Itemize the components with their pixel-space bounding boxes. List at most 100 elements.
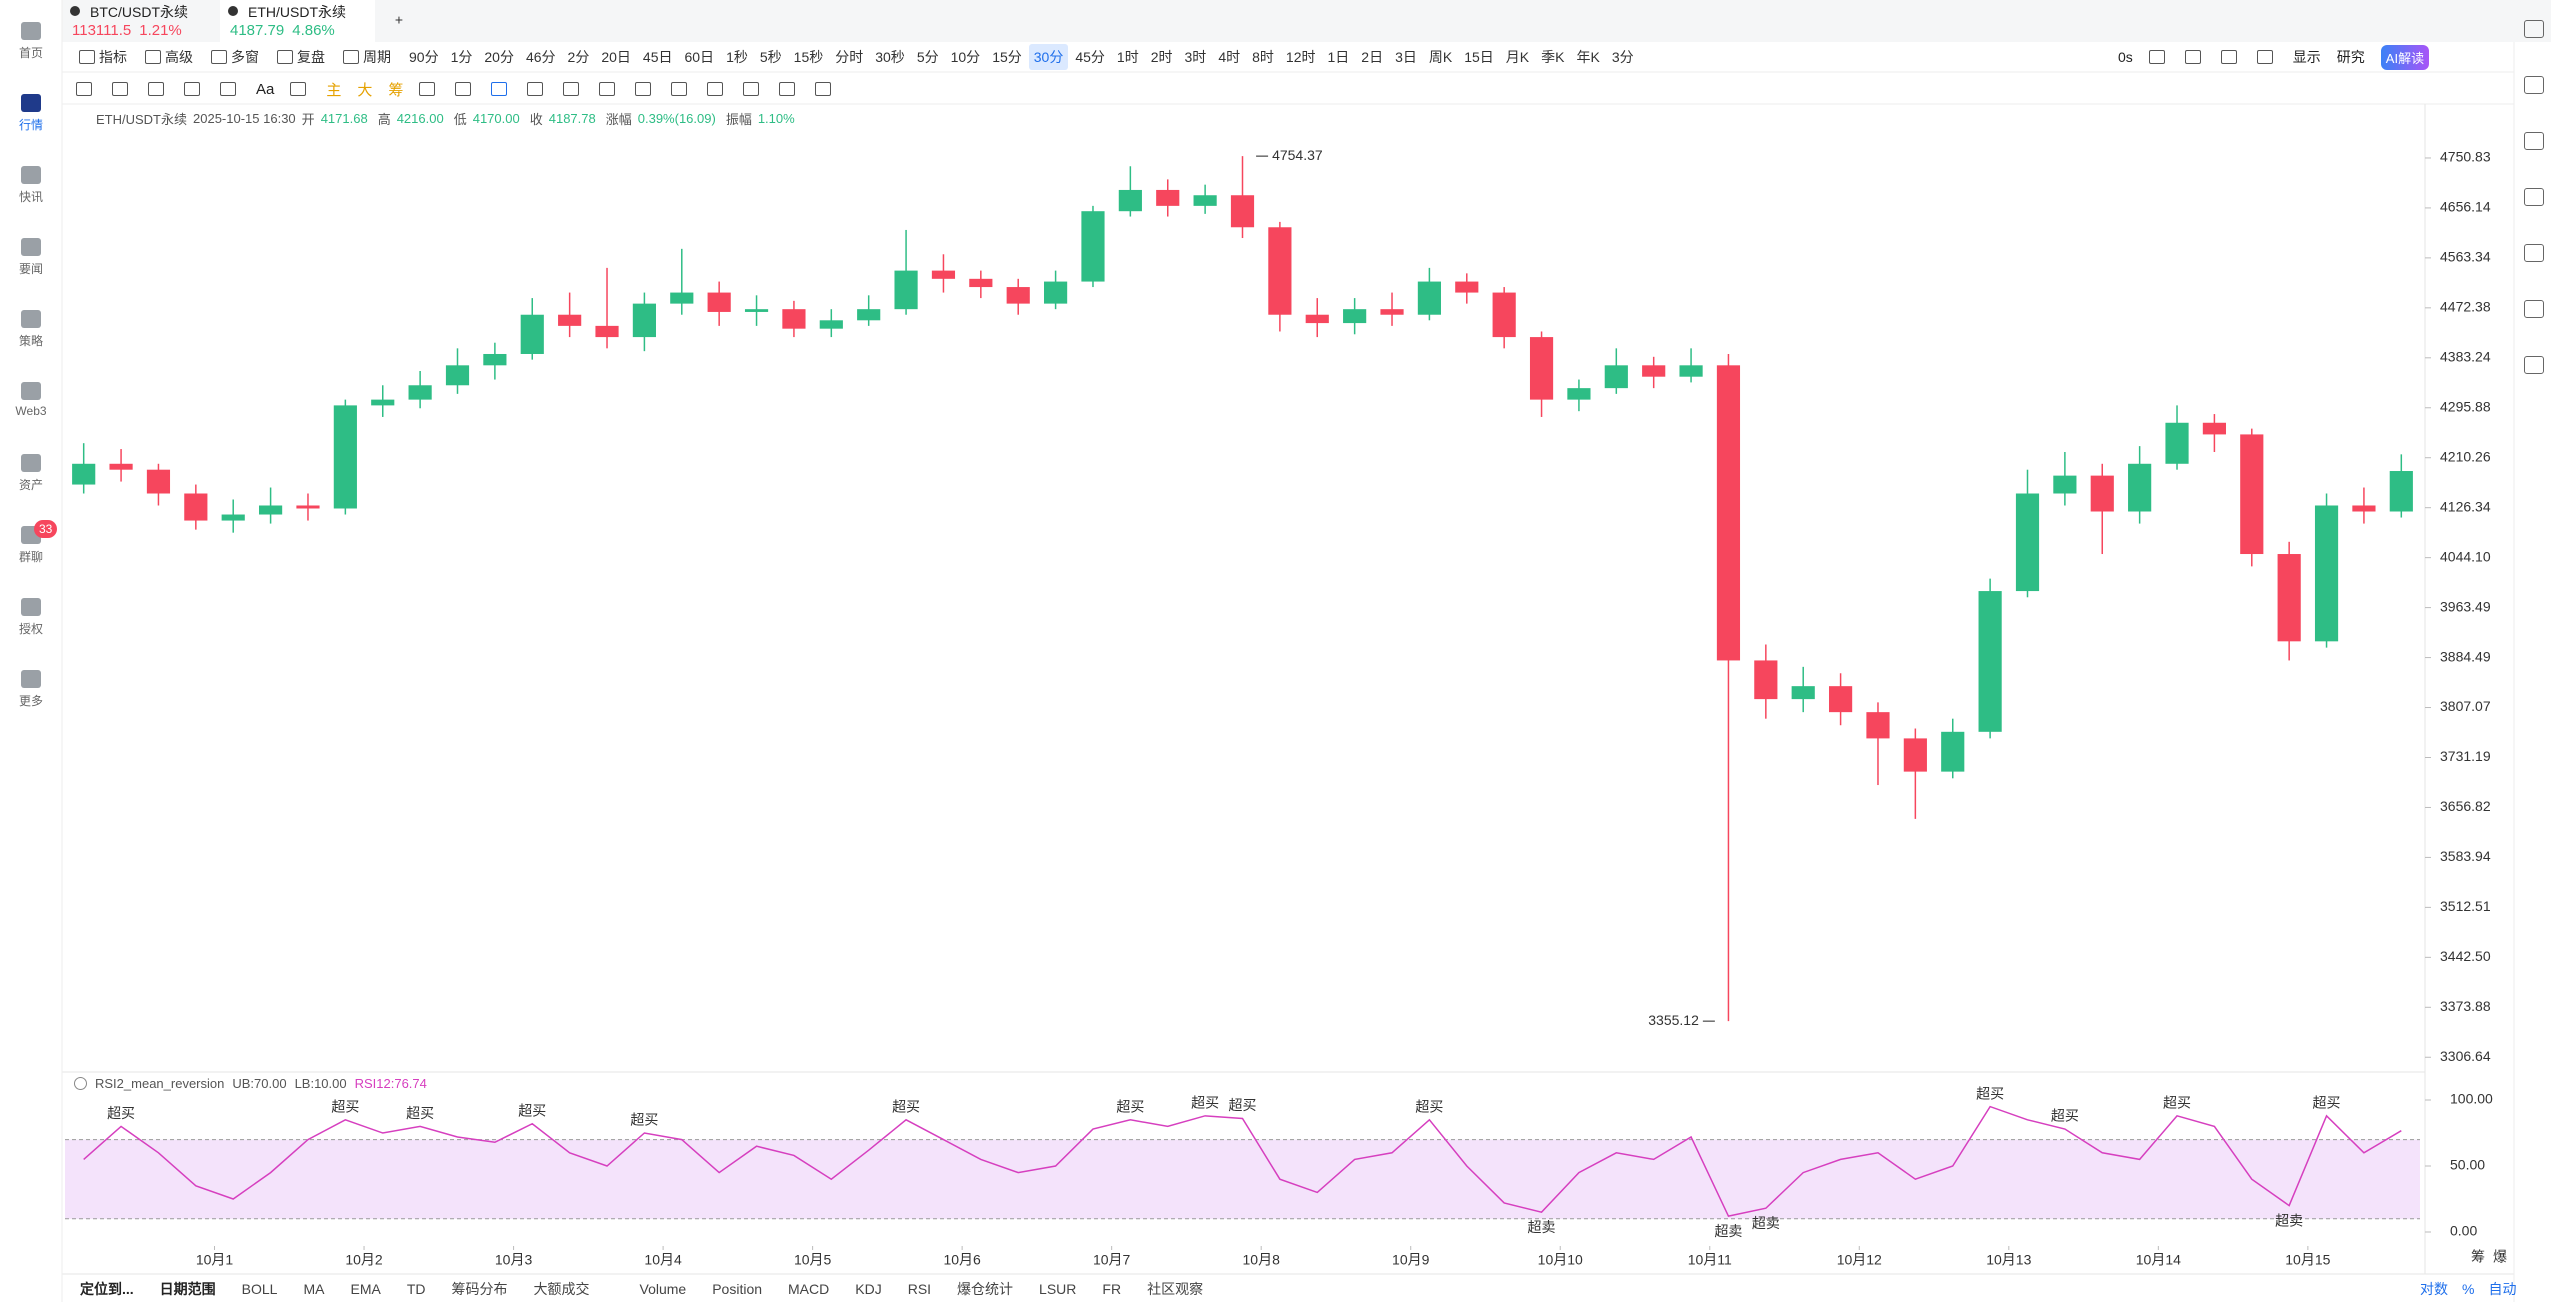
period-button[interactable]: 5分 (916, 49, 939, 65)
right-rail-icon[interactable] (2524, 20, 2544, 38)
toolbar-right-item[interactable]: 显示 (2292, 49, 2321, 65)
period-button[interactable]: 20分 (484, 49, 514, 65)
draw-tool[interactable]: 主 (326, 81, 342, 99)
symbol-tab[interactable]: ETH/USDT永续 4187.79 4.86% (220, 0, 375, 42)
draw-tool[interactable]: 筹 (388, 81, 404, 99)
right-rail-icon[interactable] (2524, 300, 2544, 318)
symbol-tab[interactable]: BTC/USDT永续 113111.5 1.21% (62, 0, 217, 42)
sidebar-item[interactable]: 快讯 (0, 166, 62, 205)
bottom-control[interactable]: 定位到... (80, 1281, 134, 1297)
period-button[interactable]: 30分 (1028, 44, 1069, 70)
draw-icon[interactable] (599, 82, 616, 96)
period-button[interactable]: 2日 (1361, 49, 1384, 65)
sidebar-item[interactable]: 行情 (0, 94, 62, 133)
period-button[interactable]: 15秒 (793, 49, 824, 65)
indicator-button[interactable]: Volume (639, 1281, 687, 1297)
draw-icon[interactable] (112, 82, 128, 96)
period-button[interactable]: 90分 (409, 49, 439, 65)
period-button[interactable]: 季K (1541, 49, 1565, 65)
period-button[interactable]: 分时 (835, 49, 864, 65)
period-button[interactable]: 45日 (642, 49, 673, 65)
toolbar-tool[interactable]: 多窗 (206, 44, 264, 70)
period-button[interactable]: 3分 (1611, 49, 1634, 65)
period-button[interactable]: 46分 (525, 49, 556, 65)
period-button[interactable]: 4时 (1218, 49, 1241, 65)
draw-icon[interactable] (563, 82, 580, 96)
period-button[interactable]: 月K (1505, 49, 1530, 65)
period-button[interactable]: 12时 (1285, 49, 1316, 65)
period-button[interactable]: 2分 (567, 49, 590, 65)
indicator-button[interactable]: MA (303, 1281, 325, 1297)
indicator-button[interactable]: Position (712, 1281, 763, 1297)
period-button[interactable]: 2时 (1150, 49, 1173, 65)
indicator-button[interactable]: FR (1102, 1281, 1122, 1297)
period-button[interactable]: 年K (1576, 49, 1600, 65)
period-button[interactable]: 3日 (1395, 49, 1417, 65)
sidebar-item[interactable]: 要闻 (0, 238, 62, 277)
right-rail-icon[interactable] (2524, 244, 2544, 262)
period-button[interactable]: 60日 (684, 49, 715, 65)
period-button[interactable]: 1日 (1327, 49, 1350, 65)
indicator-button[interactable]: EMA (350, 1281, 381, 1297)
toolbar-tool[interactable]: 指标 (74, 44, 132, 70)
indicator-button[interactable]: RSI (907, 1281, 932, 1297)
scale-option[interactable]: 自动 (2488, 1281, 2517, 1297)
right-rail-icon[interactable] (2524, 356, 2544, 374)
right-rail-icon[interactable] (2524, 76, 2544, 94)
draw-icon[interactable] (491, 82, 508, 96)
indicator-button[interactable]: BOLL (241, 1281, 278, 1297)
draw-icon[interactable] (76, 82, 92, 96)
draw-tool[interactable]: 大 (357, 81, 373, 99)
indicator-button[interactable]: KDJ (855, 1281, 882, 1297)
toolbar-icon[interactable] (2148, 50, 2165, 64)
sidebar-item[interactable]: 授权 (0, 598, 62, 637)
right-rail-icon[interactable] (2524, 132, 2544, 150)
draw-icon[interactable] (815, 82, 832, 96)
sidebar-item[interactable]: 更多 (0, 670, 62, 709)
toolbar-right-item[interactable]: 研究 (2336, 49, 2365, 65)
draw-icon[interactable] (220, 82, 236, 96)
period-button[interactable]: 周K (1428, 49, 1453, 65)
period-button[interactable]: 1分 (450, 49, 473, 65)
draw-icon[interactable] (671, 82, 688, 96)
bottom-control[interactable]: 日期范围 (159, 1281, 216, 1297)
toolbar-tool[interactable]: 高级 (140, 44, 198, 70)
period-button[interactable]: 10分 (950, 49, 981, 65)
indicator-button[interactable]: MACD (788, 1281, 830, 1297)
period-button[interactable]: 15分 (992, 49, 1022, 65)
sidebar-item[interactable]: Web3 (0, 382, 62, 418)
period-button[interactable]: 3时 (1184, 49, 1207, 65)
draw-icon[interactable] (148, 82, 164, 96)
toolbar-tool[interactable]: 周期 (338, 44, 396, 70)
sidebar-item[interactable]: 资产 (0, 454, 62, 493)
draw-icon[interactable] (455, 82, 472, 96)
scale-option[interactable]: 对数 (2420, 1281, 2448, 1297)
toolbar-right-item[interactable]: AI解读 (2380, 44, 2430, 70)
period-button[interactable]: 15日 (1464, 49, 1494, 65)
draw-icon[interactable] (635, 82, 652, 96)
period-button[interactable]: 5秒 (759, 49, 782, 65)
period-button[interactable]: 45分 (1075, 49, 1105, 65)
indicator-button[interactable]: 筹码分布 (451, 1281, 508, 1297)
draw-icon[interactable] (184, 82, 200, 96)
sidebar-item[interactable]: 首页 (0, 22, 62, 61)
draw-icon[interactable] (419, 82, 436, 96)
period-button[interactable]: 8时 (1252, 49, 1274, 65)
rsi-collapse-icon[interactable] (74, 1076, 87, 1090)
add-tab-icon[interactable]: + (395, 12, 403, 28)
toolbar-icon[interactable] (2256, 50, 2273, 64)
draw-tool[interactable]: Aa (256, 80, 275, 98)
draw-icon[interactable] (743, 82, 760, 96)
indicator-button[interactable]: TD (406, 1281, 426, 1297)
draw-icon[interactable] (707, 82, 724, 96)
toolbar-tool[interactable]: 复盘 (272, 44, 330, 70)
indicator-button[interactable]: LSUR (1039, 1281, 1077, 1297)
sidebar-item[interactable]: 策略 (0, 310, 62, 349)
draw-icon[interactable] (779, 82, 796, 96)
sidebar-item[interactable]: 群聊 33 (0, 520, 62, 565)
toolbar-icon[interactable] (2220, 50, 2237, 64)
indicator-button[interactable]: 社区观察 (1147, 1281, 1204, 1297)
indicator-button[interactable]: 大额成交 (533, 1281, 590, 1297)
toolbar-icon[interactable] (2184, 50, 2201, 64)
draw-icon[interactable] (527, 82, 544, 96)
